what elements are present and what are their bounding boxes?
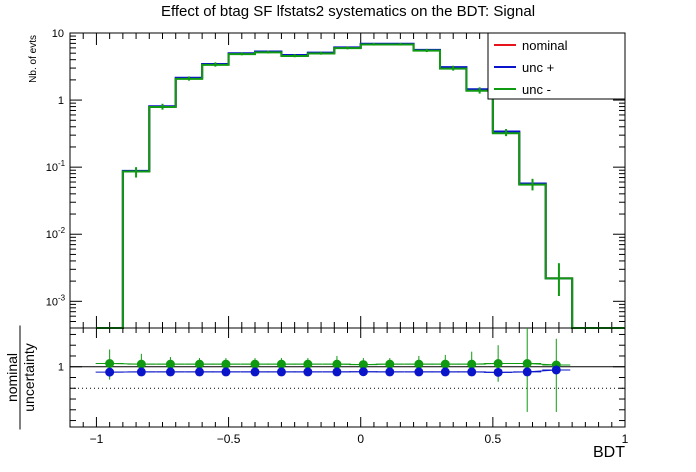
ratio-point <box>332 359 342 369</box>
ratio-point <box>358 367 368 377</box>
y-tick-label: 10 <box>46 229 58 241</box>
ratio-point <box>276 359 286 369</box>
chart-title: Effect of btag SF lfstats2 systematics o… <box>161 3 535 20</box>
ratio-point <box>136 359 146 369</box>
ratio-point <box>358 360 368 370</box>
ratio-point <box>385 359 395 369</box>
ratio-y-axis-label: nominal uncertainty <box>4 325 37 430</box>
ratio-point <box>303 359 313 369</box>
histogram-error-bars <box>135 42 560 296</box>
legend: nominal unc + unc - <box>487 32 626 100</box>
legend-label: nominal <box>522 38 568 53</box>
legend-label: unc - <box>522 82 551 97</box>
ratio-point <box>250 359 260 369</box>
x-tick-label: 1 <box>622 432 629 446</box>
ratio-axis-ticks <box>69 328 626 427</box>
y-tick-exponent: -2 <box>58 226 66 235</box>
y-tick-label: 10 <box>46 162 58 174</box>
y-tick-label: 1 <box>58 95 64 107</box>
ratio-point <box>385 367 395 377</box>
ratio-point <box>165 367 175 377</box>
y-tick-exponent: -1 <box>58 159 66 168</box>
ratio-plot-frame <box>69 327 626 428</box>
x-tick-labels: −1 −0.5 0 0.5 1 <box>90 432 629 446</box>
y-tick-label: 10 <box>52 28 64 40</box>
ratio-point <box>551 365 561 375</box>
ratio-point <box>105 367 115 377</box>
ratio-point <box>467 367 477 377</box>
y-tick-exponent: -3 <box>58 293 66 302</box>
x-axis-label: BDT <box>593 444 625 461</box>
ratio-point <box>493 367 503 377</box>
ratio-point <box>440 359 450 369</box>
ratio-point <box>276 367 286 377</box>
ratio-point <box>414 367 424 377</box>
y-tick-label: 10 <box>46 296 58 308</box>
ratio-points <box>95 359 571 377</box>
y-axis-label: Nb. of evts <box>28 35 39 83</box>
ratio-point <box>250 367 260 377</box>
ratio-point <box>467 359 477 369</box>
ratio-reference-lines <box>70 366 625 389</box>
ratio-point <box>440 367 450 377</box>
ratio-point <box>332 367 342 377</box>
legend-label: unc + <box>522 60 554 75</box>
lower-pad: 1 −1 −0.5 0 0.5 1 nominal uncertainty BDT <box>4 325 629 461</box>
x-tick-label: −1 <box>90 432 104 446</box>
ratio-point <box>493 359 503 369</box>
ratio-point <box>303 367 313 377</box>
ratio-point <box>195 367 204 377</box>
ratio-point <box>414 359 424 369</box>
ratio-point <box>221 359 231 369</box>
ratio-point <box>165 359 175 369</box>
ratio-point <box>195 359 204 369</box>
ratio-denominator-label: uncertainty <box>21 343 37 411</box>
ratio-point <box>136 367 146 377</box>
ratio-y-tick-label: 1 <box>58 362 64 374</box>
ratio-point <box>221 367 231 377</box>
ratio-y-tick-labels: 1 <box>58 362 64 374</box>
ratio-point <box>522 359 532 369</box>
x-tick-label: 0 <box>357 432 364 446</box>
ratio-point <box>105 359 115 369</box>
ratio-numerator-label: nominal <box>4 353 20 402</box>
x-tick-label: 0.5 <box>485 432 502 446</box>
ratio-point <box>522 367 532 377</box>
x-tick-label: −0.5 <box>217 432 241 446</box>
